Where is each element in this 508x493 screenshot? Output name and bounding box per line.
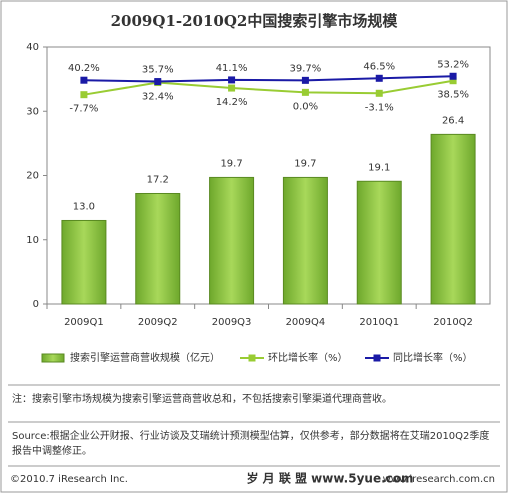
data-label: 41.1% — [216, 63, 248, 74]
data-label: 32.4% — [142, 92, 174, 103]
line — [83, 75, 454, 83]
data-label: 13.0 — [73, 201, 95, 212]
bar — [430, 133, 476, 305]
marker — [449, 72, 457, 80]
data-label: -7.7% — [69, 104, 98, 115]
bar — [356, 180, 402, 305]
x-tick-label: 2009Q1 — [64, 317, 104, 328]
x-tick-label: 2009Q2 — [138, 317, 178, 328]
data-label: 17.2 — [147, 174, 169, 185]
data-label: 53.2% — [437, 59, 469, 70]
x-tick-label: 2009Q4 — [286, 317, 326, 328]
data-label: 0.0% — [293, 101, 318, 112]
data-label: 39.7% — [290, 63, 322, 74]
line — [83, 79, 454, 96]
marker — [228, 76, 236, 84]
marker — [154, 78, 162, 86]
data-label: 46.5% — [363, 61, 395, 72]
y-tick-label: 0 — [33, 299, 39, 310]
x-tick-label: 2010Q2 — [433, 317, 473, 328]
bar — [282, 176, 328, 305]
bar — [61, 219, 107, 305]
data-label: 38.5% — [437, 90, 469, 101]
note: 注：搜索引擎市场规模为搜索引擎运营商营收总和，不包括搜索引擎渠道代理商营收。 — [12, 394, 392, 405]
y-tick-label: 40 — [26, 42, 39, 53]
marker — [375, 74, 383, 82]
marker — [228, 84, 236, 92]
copyright: ©2010.7 iResearch Inc. — [10, 474, 128, 485]
legend-swatch — [41, 353, 65, 363]
marker — [80, 91, 88, 99]
chart-title: 2009Q1-2010Q2中国搜索引擎市场规模 — [111, 12, 399, 30]
legend-swatch — [248, 354, 256, 362]
bar — [135, 192, 181, 305]
data-label: -3.1% — [365, 102, 394, 113]
marker — [301, 88, 309, 96]
legend-label: 同比增长率（%） — [393, 351, 473, 364]
watermark: 岁 月 联 盟 www.5yue.com — [246, 471, 413, 486]
marker — [301, 76, 309, 84]
x-tick-label: 2010Q1 — [359, 317, 399, 328]
source: Source:根据企业公开财报、行业访谈及艾瑞统计预测模型估算，仅供参考，部分数… — [12, 431, 490, 457]
data-label: 40.2% — [68, 63, 100, 74]
data-label: 14.2% — [216, 97, 248, 108]
y-tick-label: 10 — [26, 235, 39, 246]
legend-swatch — [373, 354, 381, 362]
x-tick-label: 2009Q3 — [212, 317, 252, 328]
data-label: 19.1 — [368, 162, 390, 173]
data-label: 19.7 — [294, 158, 316, 169]
legend-label: 环比增长率（%） — [268, 351, 348, 364]
marker — [375, 89, 383, 97]
y-tick-label: 20 — [26, 171, 39, 182]
data-label: 19.7 — [220, 158, 242, 169]
bar — [209, 176, 255, 305]
data-label: 35.7% — [142, 65, 174, 76]
y-tick-label: 30 — [26, 106, 39, 117]
data-label: 26.4 — [442, 115, 464, 126]
legend-label: 搜索引擎运营商营收规模（亿元） — [70, 351, 220, 364]
marker — [449, 77, 457, 85]
website: www.iresearch.com.cn — [383, 474, 495, 485]
marker — [80, 76, 88, 84]
